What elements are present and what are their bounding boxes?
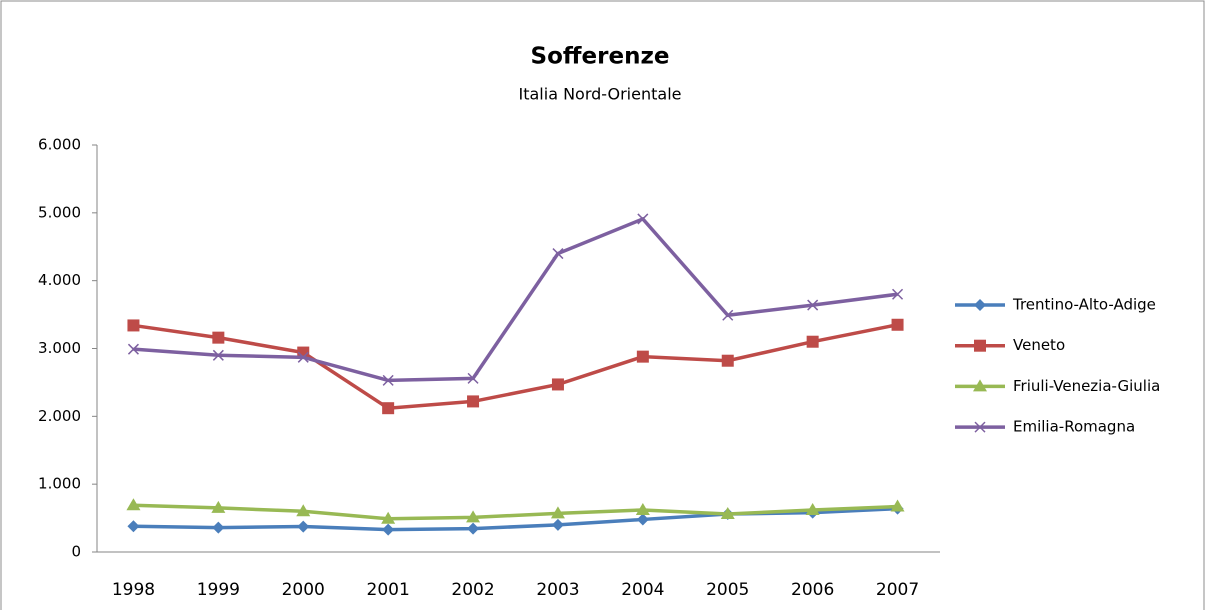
data-point: [382, 402, 395, 415]
data-point: [211, 500, 226, 513]
data-point: [297, 520, 310, 533]
series-line: [133, 323, 898, 410]
data-point: [807, 299, 819, 311]
legend-label: Veneto: [1013, 336, 1065, 354]
data-point: [212, 349, 224, 361]
legend-marker: [974, 339, 986, 352]
data-point: [381, 511, 396, 524]
data-point: [552, 248, 564, 260]
series-line: [133, 503, 898, 521]
legend-marker: [974, 299, 986, 311]
data-point: [551, 518, 564, 531]
y-tick-label: 3.000: [38, 339, 81, 357]
data-point: [721, 354, 734, 367]
data-point: [126, 498, 141, 511]
x-tick-label: 2006: [791, 580, 834, 600]
data-point: [382, 523, 395, 536]
y-tick-label: 6.000: [38, 136, 81, 154]
data-point: [127, 520, 140, 533]
data-point: [466, 510, 481, 523]
data-point: [890, 499, 905, 512]
x-tick-label: 1998: [112, 580, 155, 600]
series-line: [133, 216, 898, 383]
y-tick-label: 5.000: [38, 203, 81, 221]
y-tick-label: 0: [71, 543, 81, 561]
data-point: [127, 343, 139, 355]
x-tick-label: 2007: [876, 580, 919, 600]
x-tick-label: 2005: [706, 580, 749, 600]
data-point: [720, 507, 735, 520]
data-point: [212, 331, 225, 344]
legend-label: Friuli-Venezia-Giulia: [1013, 377, 1160, 395]
legend-label: Trentino-Alto-Adige: [1012, 296, 1156, 314]
data-point: [467, 522, 480, 535]
data-point: [891, 318, 904, 331]
x-tick-label: 2003: [536, 580, 579, 600]
data-point: [635, 502, 650, 515]
data-point: [551, 378, 564, 391]
data-point: [296, 504, 311, 517]
data-point: [550, 506, 565, 519]
data-point: [636, 513, 649, 526]
x-tick-label: 1999: [197, 580, 240, 600]
y-tick-label: 1.000: [38, 475, 81, 493]
legend-label: Emilia-Romagna: [1013, 418, 1135, 436]
x-tick-label: 2002: [451, 580, 494, 600]
data-point: [637, 213, 649, 225]
data-point: [806, 335, 819, 348]
legend-marker: [973, 379, 987, 392]
x-tick-label: 2004: [621, 580, 664, 600]
y-tick-label: 2.000: [38, 407, 81, 425]
data-point: [467, 395, 480, 408]
data-point: [722, 309, 734, 321]
data-point: [892, 288, 904, 300]
y-tick-label: 4.000: [38, 271, 81, 289]
data-point: [467, 372, 479, 384]
chart-subtitle: Italia Nord-Orientale: [519, 85, 682, 104]
data-point: [127, 319, 140, 332]
data-point: [805, 502, 820, 515]
data-point: [297, 351, 309, 363]
data-point: [382, 374, 394, 386]
chart-title: Sofferenze: [531, 44, 670, 70]
x-tick-label: 2001: [367, 580, 410, 600]
legend-marker: [974, 421, 986, 433]
data-point: [212, 521, 225, 534]
x-tick-label: 2000: [282, 580, 325, 600]
data-point: [636, 350, 649, 363]
